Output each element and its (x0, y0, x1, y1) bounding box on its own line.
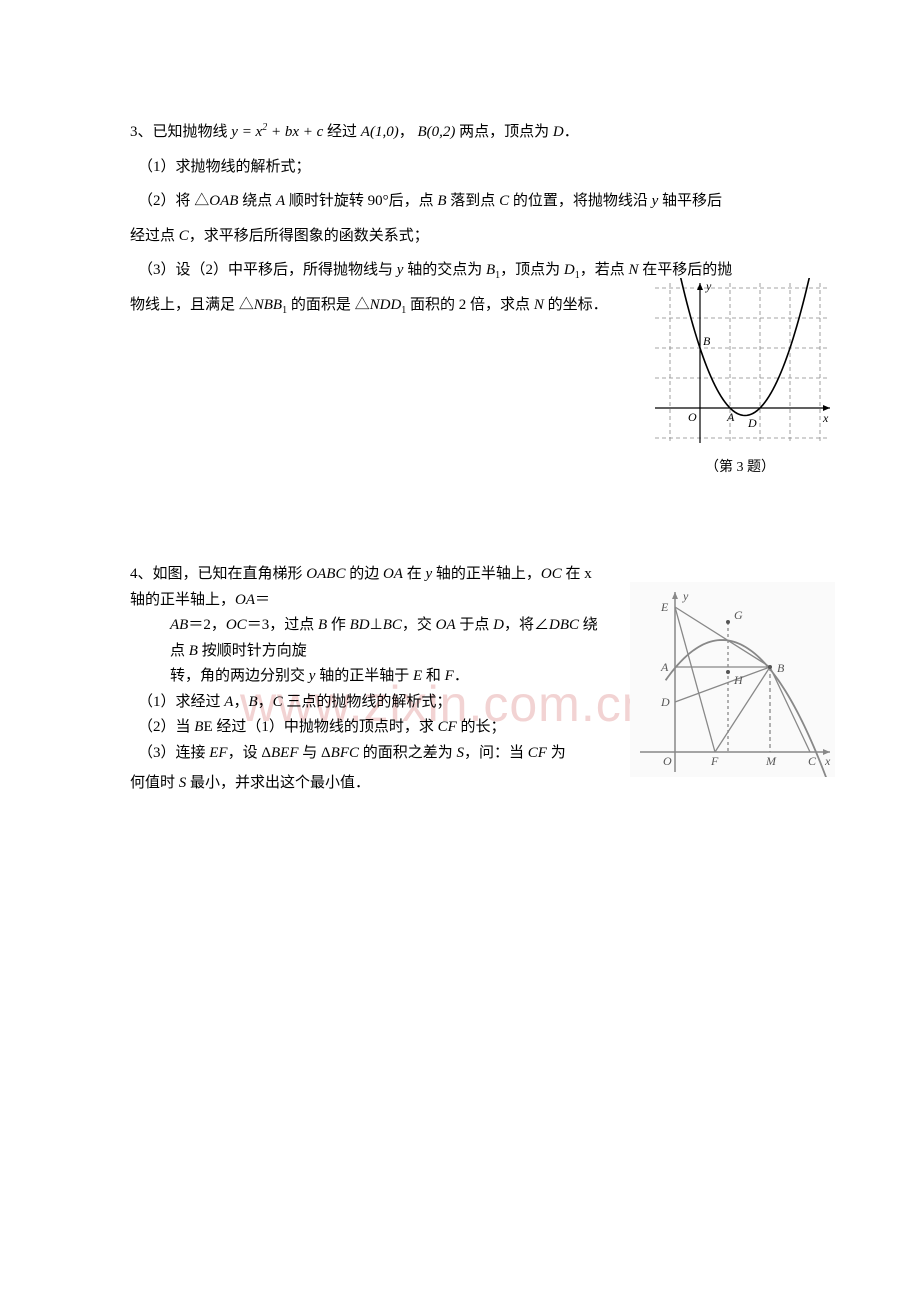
svg-text:E: E (660, 600, 669, 614)
problem-3: 3、已知抛物线 y = x2 + bx + c 经过 A(1,0)， B(0,2… (130, 115, 825, 322)
q3-part1: （1）求抛物线的解析式； (130, 150, 825, 185)
problem-4: OEADGHBMCFyx 4、如图，已知在直角梯形 OABC 的边 OA 在 y… (130, 562, 825, 801)
svg-text:A: A (660, 660, 669, 674)
q4-p2: （2）当 BE 经过（1）中抛物线的顶点时，求 CF 的长； (130, 715, 610, 741)
q3-part2-l1: （2）将 △OAB 绕点 A 顺时针旋转 90°后，点 B 落到点 C 的位置，… (130, 184, 825, 219)
q3-part2-l2: 经过点 C，求平移后所得图象的函数关系式； (130, 219, 825, 254)
svg-text:D: D (747, 416, 757, 430)
svg-text:M: M (765, 754, 777, 768)
svg-text:x: x (822, 411, 829, 425)
svg-text:A: A (726, 410, 735, 424)
svg-text:B: B (777, 661, 785, 675)
svg-text:O: O (663, 754, 672, 768)
svg-text:H: H (733, 673, 744, 687)
q4-l1: 4、如图，已知在直角梯形 OABC 的边 OA 在 y 轴的正半轴上，OC 在 … (130, 562, 610, 613)
svg-text:F: F (710, 754, 719, 768)
svg-text:y: y (682, 589, 689, 603)
svg-text:B: B (703, 334, 711, 348)
q3-line1: 3、已知抛物线 y = x2 + bx + c 经过 A(1,0)， B(0,2… (130, 115, 825, 150)
figure-3-caption: （第 3 题） (645, 456, 835, 476)
svg-text:G: G (734, 608, 743, 622)
figure-4: O E A D G H B M C Fy x (630, 582, 835, 782)
q4-p3: （3）连接 EF，设 ΔBEF 与 ΔBFC 的面积之差为 S，问：当 CF 为 (130, 741, 610, 767)
svg-text:D: D (660, 695, 670, 709)
q3-num: 3、 (130, 124, 153, 140)
figure-3: O AD By x （第 3 题） (645, 278, 835, 476)
q4-l2: AB＝2，OC＝3，过点 B 作 BD⊥BC，交 OA 于点 D，将∠DBC 绕… (130, 613, 610, 664)
q4-l3: 转，角的两边分别交 y 轴的正半轴于 E 和 F． (130, 664, 610, 690)
svg-text:C: C (808, 754, 817, 768)
svg-text:O: O (688, 410, 697, 424)
figure-3-svg: O AD By x (645, 278, 835, 448)
svg-text:x: x (824, 754, 831, 768)
figure-4-svg: O E A D G H B M C Fy x (630, 582, 835, 777)
q4-p1: （1）求经过 A，B，C 三点的抛物线的解析式； (130, 690, 610, 716)
svg-text:y: y (705, 279, 712, 293)
